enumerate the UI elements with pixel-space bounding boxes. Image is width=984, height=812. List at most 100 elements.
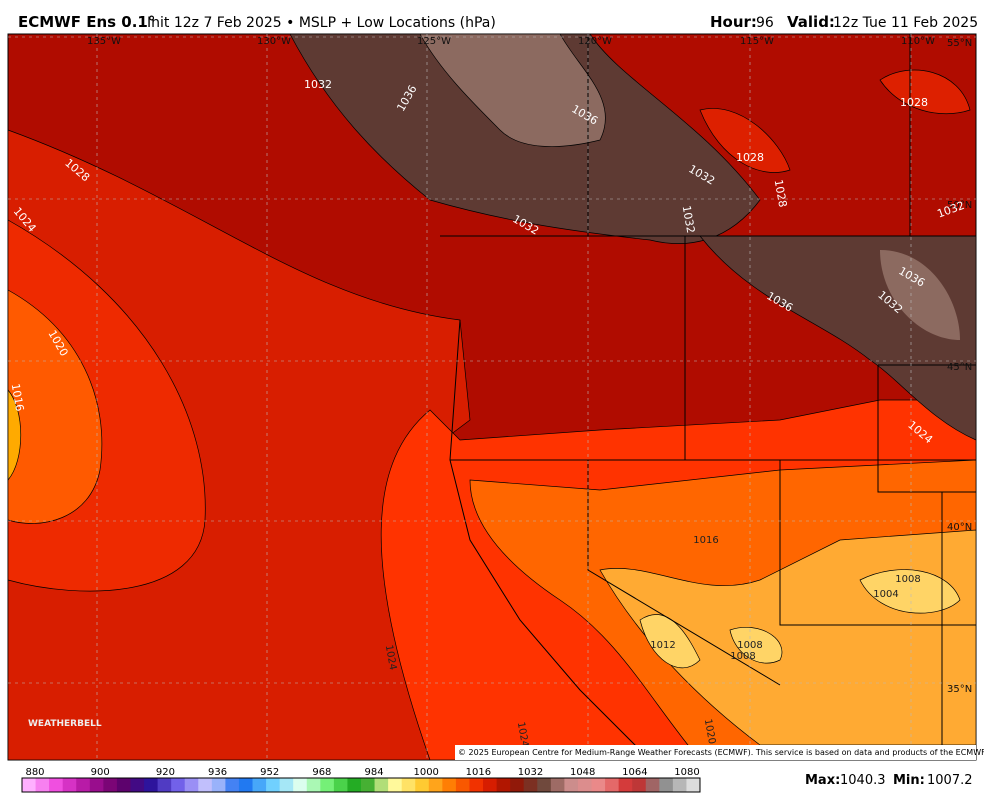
region-1016 (7, 289, 103, 524)
colorbar-cell (428, 778, 443, 792)
colorbar-tick-label: 1016 (466, 767, 491, 778)
colorbar-cell (320, 778, 335, 792)
lon-label: 135°W (87, 36, 121, 47)
lon-label: 120°W (578, 36, 612, 47)
colorbar-cell (388, 778, 403, 792)
colorbar-tick-label: 952 (260, 767, 279, 778)
lon-label: 130°W (257, 36, 291, 47)
min: 1007.2 (927, 773, 973, 788)
region-1012 (7, 389, 21, 481)
colorbar-tick-label: 880 (25, 767, 44, 778)
colorbar-cell (347, 778, 362, 792)
region-1040 (419, 33, 606, 147)
colorbar-cell (76, 778, 91, 792)
colorbar-cell (537, 778, 552, 792)
contour-label: 1008 (730, 651, 755, 662)
colorbar-cell (469, 778, 484, 792)
colorbar-cell (211, 778, 226, 792)
colorbar-cell (89, 778, 104, 792)
colorbar-cell (157, 778, 172, 792)
colorbar-cell (618, 778, 633, 792)
contour-label: 1008 (737, 640, 762, 651)
colorbar-cell (523, 778, 538, 792)
hour-label: Hour: (710, 13, 757, 31)
colorbar-cell (645, 778, 660, 792)
hour: 96 (756, 15, 774, 31)
contour-label: 1016 (9, 382, 27, 412)
colorbar-cell (22, 778, 37, 792)
valid-label: Valid: (787, 13, 835, 31)
colorbar-cell (225, 778, 240, 792)
colorbar-cell (483, 778, 498, 792)
contour-label: 1028 (736, 151, 764, 164)
colorbar-cell (361, 778, 376, 792)
copyright-bg (455, 745, 976, 760)
colorbar-cell (171, 778, 186, 792)
colorbar-cell (510, 778, 525, 792)
colorbar-cell (144, 778, 159, 792)
colorbar-cell (103, 778, 118, 792)
colorbar-tick-label: 1064 (622, 767, 647, 778)
colorbar-tick-label: 1000 (413, 767, 438, 778)
contour-label: 1016 (693, 535, 718, 546)
colorbar-cell (374, 778, 389, 792)
lat-label: 55°N (947, 38, 972, 49)
lat-label: 45°N (947, 362, 972, 373)
contour-label: 1028 (772, 178, 790, 208)
colorbar-cell (306, 778, 321, 792)
colorbar-cell (279, 778, 294, 792)
max-label: Max: (805, 773, 840, 788)
max: 1040.3 (840, 773, 886, 788)
colorbar-cell (605, 778, 620, 792)
colorbar-cell (184, 778, 199, 792)
copyright: © 2025 European Centre for Medium-Range … (458, 748, 984, 757)
colorbar-cell (550, 778, 565, 792)
colorbar-tick-label: 968 (312, 767, 331, 778)
colorbar-cell (49, 778, 64, 792)
contour-label: 1024 (515, 721, 530, 748)
colorbar-cell (62, 778, 77, 792)
colorbar-tick-label: 920 (156, 767, 175, 778)
colorbar-tick-label: 984 (364, 767, 383, 778)
colorbar-cell (632, 778, 647, 792)
colorbar-cell (442, 778, 457, 792)
contour-label: 1004 (873, 589, 898, 600)
colorbar-cell (401, 778, 416, 792)
logo: WEATHERBELL (28, 719, 102, 729)
colorbar-cell (591, 778, 606, 792)
lat-label: 40°N (947, 522, 972, 533)
contour-label: 1020 (702, 718, 717, 745)
colorbar-cell (333, 778, 348, 792)
colorbar-cell (198, 778, 213, 792)
subtitle: Init 12z 7 Feb 2025 • MSLP + Low Locatio… (147, 15, 496, 31)
contour-label: 1032 (304, 78, 332, 91)
contour-label: 1008 (895, 574, 920, 585)
colorbar-cell (659, 778, 674, 792)
colorbar-cell (252, 778, 267, 792)
colorbar-frame (21, 777, 701, 793)
colorbar-cell (415, 778, 430, 792)
valid: 12z Tue 11 Feb 2025 (833, 15, 978, 31)
contour-label: 1032 (680, 204, 698, 234)
colorbar-cell (577, 778, 593, 792)
lon-label: 125°W (417, 36, 451, 47)
contour-label: 1028 (900, 96, 928, 109)
region-1040-e (880, 250, 960, 340)
colorbar-cell (455, 778, 470, 792)
contour-label: 1024 (383, 644, 398, 671)
colorbar-cell (293, 778, 308, 792)
colorbar-tick-label: 1080 (674, 767, 699, 778)
colorbar-cell (266, 778, 281, 792)
map: 135°W 130°W 125°W 120°W 115°W 110°W 55°N 50°N 45… (7, 33, 984, 761)
colorbar-cell (238, 778, 254, 792)
colorbar-cell (564, 778, 579, 792)
colorbar-cell (130, 778, 145, 792)
colorbar-cell (496, 778, 511, 792)
colorbar-tick-label: 1048 (570, 767, 595, 778)
colorbar: 880 900 920 936 952 968 984 1000 1016 1032 1048 106… (21, 767, 701, 793)
title: ECMWF Ens 0.1° (18, 13, 155, 31)
colorbar-cell (35, 778, 50, 792)
colorbar-tick-label: 900 (91, 767, 110, 778)
